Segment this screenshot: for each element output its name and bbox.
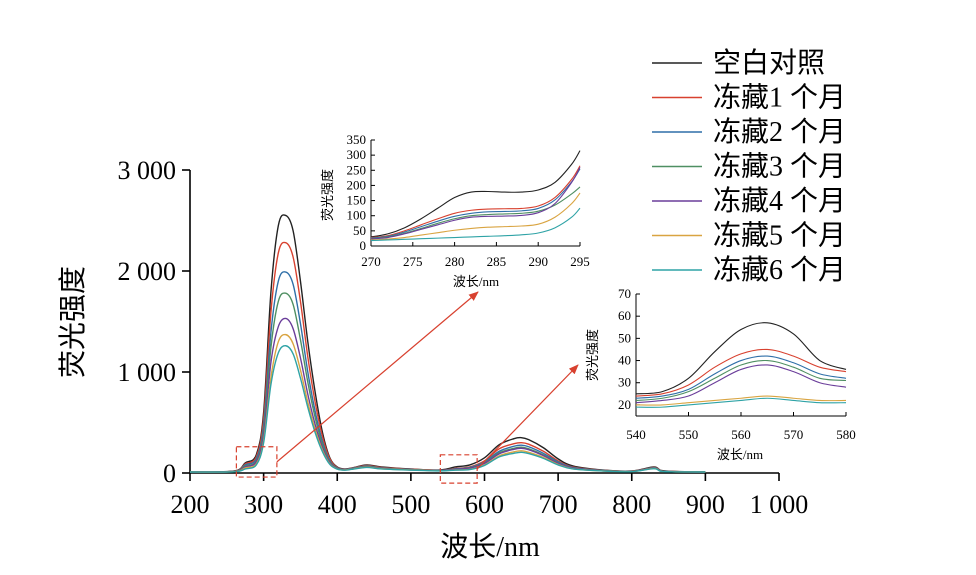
x-tick-label: 600 <box>465 490 504 519</box>
x-tick-label: 400 <box>318 490 357 519</box>
legend-label-1: 空白对照 <box>713 47 825 79</box>
x-tick-label: 295 <box>570 254 590 269</box>
y-tick-label: 30 <box>618 375 631 390</box>
x-tick-label: 285 <box>487 254 507 269</box>
y-tick-label: 70 <box>618 286 631 301</box>
x-tick-label: 290 <box>528 254 548 269</box>
series-line-5 <box>635 364 847 404</box>
zoom-arrow-1 <box>276 291 479 463</box>
x-tick-label: 800 <box>612 490 651 519</box>
legend-label-7: 冻藏6 个月 <box>713 254 846 286</box>
x-tick-label: 540 <box>626 427 646 442</box>
series-line-5 <box>370 166 581 240</box>
y-axis-title: 荧光强度 <box>320 169 335 221</box>
y-axis-title: 荧光强度 <box>57 266 89 378</box>
x-axis-title: 波长/nm <box>440 531 540 563</box>
y-tick-label: 200 <box>347 177 367 192</box>
x-tick-label: 500 <box>391 490 430 519</box>
x-tick-label: 275 <box>403 254 423 269</box>
x-axis-title: 波长/nm <box>453 274 499 289</box>
y-tick-label: 60 <box>618 308 631 323</box>
series-line-4 <box>370 186 581 240</box>
x-tick-label: 550 <box>679 427 699 442</box>
legend-label-6: 冻藏5 个月 <box>713 220 846 252</box>
y-tick-label: 350 <box>347 132 367 147</box>
series-line-1 <box>635 322 847 395</box>
x-tick-label: 560 <box>731 427 751 442</box>
zoom-arrow-2 <box>476 364 579 470</box>
series-line-7 <box>370 207 581 242</box>
legend-label-4: 冻藏3 个月 <box>713 151 846 183</box>
y-tick-label: 50 <box>618 330 631 345</box>
series-line-3 <box>189 271 706 473</box>
series-line-7 <box>189 345 706 473</box>
y-tick-label: 50 <box>353 223 366 238</box>
zoom-region-box-1 <box>235 446 278 478</box>
series-line-4 <box>635 359 847 402</box>
y-tick-label: 0 <box>360 238 367 253</box>
y-tick-label: 40 <box>618 353 631 368</box>
y-tick-label: 300 <box>347 147 367 162</box>
legend-label-5: 冻藏4 个月 <box>713 185 846 217</box>
inset-plot-540-580: 540 550 560 570 580 20 30 40 50 60 70 波长/nm 荧光强度 <box>585 286 856 462</box>
y-tick-label: 250 <box>347 162 367 177</box>
y-tick-label: 150 <box>347 193 367 208</box>
y-tick-label: 20 <box>618 397 631 412</box>
y-axis-title: 荧光强度 <box>585 329 600 381</box>
y-tick-label: 2 000 <box>118 257 177 286</box>
x-tick-label: 580 <box>836 427 856 442</box>
x-tick-label: 700 <box>539 490 578 519</box>
series-line-7 <box>635 397 847 408</box>
x-tick-label: 280 <box>445 254 465 269</box>
y-tick-label: 1 000 <box>118 358 177 387</box>
x-tick-label: 900 <box>686 490 725 519</box>
x-tick-label: 270 <box>361 254 381 269</box>
y-tick-label: 3 000 <box>118 156 177 185</box>
series-line-3 <box>635 355 847 399</box>
x-axis-title: 波长/nm <box>717 447 763 462</box>
zoom-region-box-2 <box>439 454 478 484</box>
series-line-1 <box>370 150 581 238</box>
x-tick-label: 570 <box>784 427 804 442</box>
series-line-2 <box>370 165 581 239</box>
series-line-2 <box>635 348 847 397</box>
y-tick-label: 0 <box>163 459 176 488</box>
x-tick-label: 300 <box>244 490 283 519</box>
x-tick-label: 1 000 <box>750 490 809 519</box>
legend-label-3: 冻藏2 个月 <box>713 116 846 148</box>
series-line-3 <box>370 168 581 239</box>
x-tick-label: 200 <box>171 490 210 519</box>
y-tick-label: 100 <box>347 208 367 223</box>
series-line-6 <box>635 395 847 406</box>
zoom-connectors <box>235 291 579 484</box>
legend-label-2: 冻藏1 个月 <box>713 82 846 114</box>
series-line-6 <box>370 192 581 241</box>
